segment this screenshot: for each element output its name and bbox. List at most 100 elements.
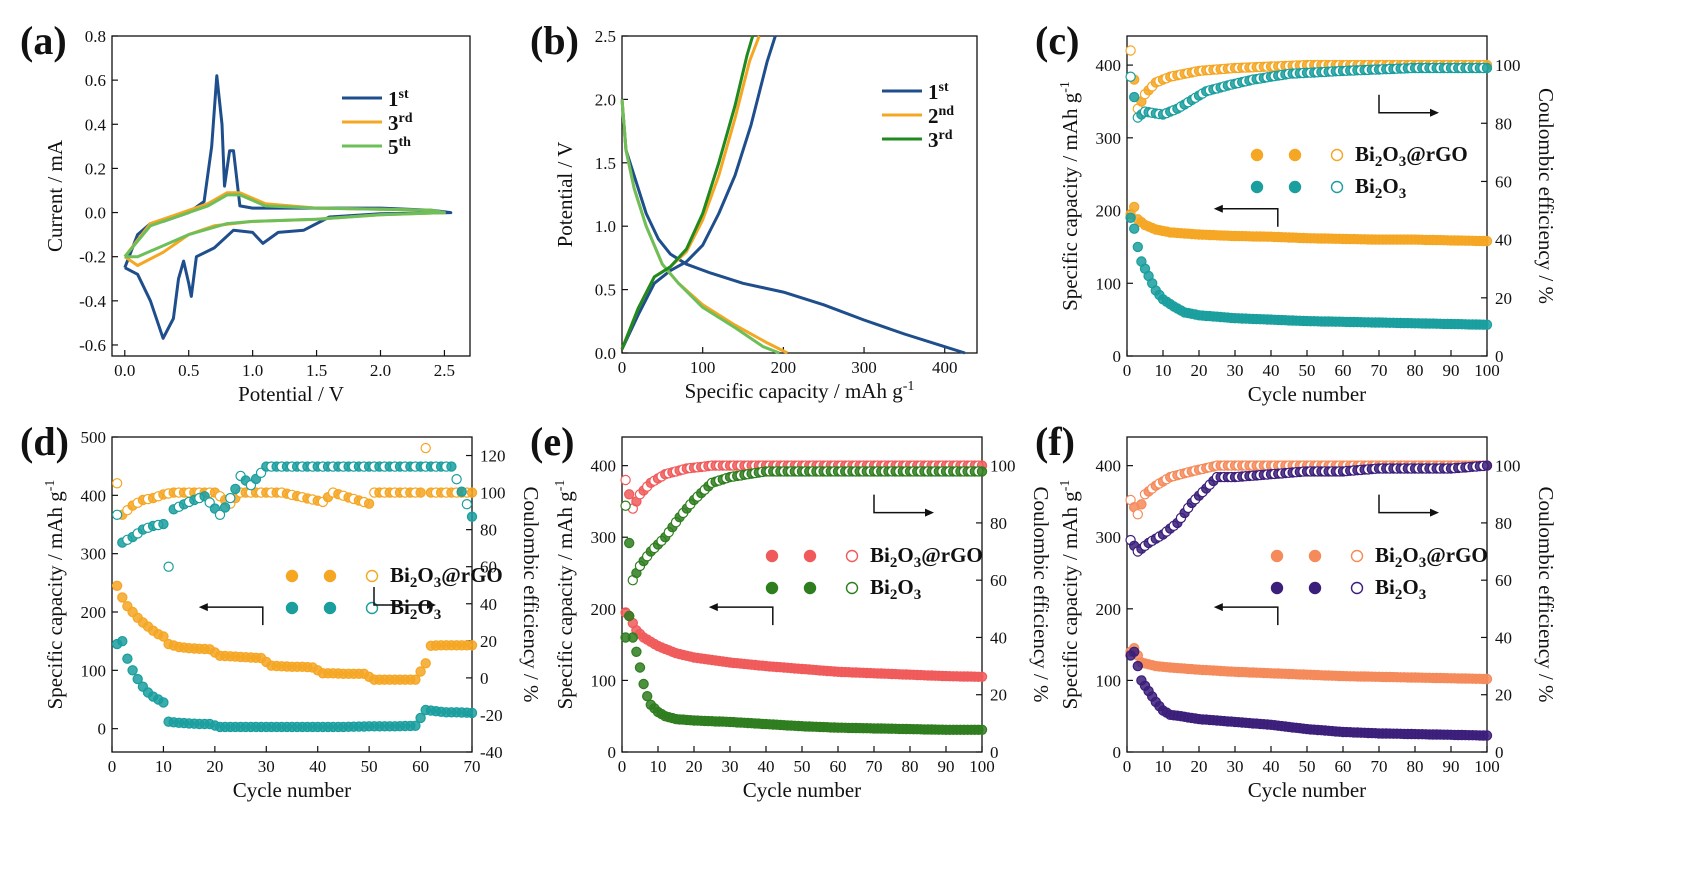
data-point — [410, 720, 421, 732]
y-tick-label: 0 — [1113, 347, 1122, 366]
y2-tick-label: 0 — [1495, 743, 1504, 762]
data-point — [225, 492, 236, 504]
legend-label-char: r — [1446, 543, 1455, 567]
y-axis-label-base: Specific capacity / mAh g — [1058, 491, 1082, 710]
legend-label-char: i — [1369, 142, 1375, 166]
y2-tick-label: 0 — [480, 669, 489, 688]
y-axis-label-sup: -1 — [1058, 480, 1073, 492]
legend-marker — [765, 549, 779, 563]
legend-marker — [765, 581, 779, 595]
legend-label-char: B — [1355, 174, 1369, 198]
data-point — [466, 511, 478, 522]
x-tick-label: 300 — [851, 358, 877, 377]
data-point — [122, 653, 133, 664]
x-tick-label: 30 — [1227, 361, 1244, 380]
arrow-left-head — [1213, 603, 1223, 612]
legend-label-char: 2 — [1395, 555, 1403, 571]
y2-tick-label: 100 — [1495, 56, 1521, 75]
arrow-right — [373, 587, 432, 606]
x-tick-label: 0.0 — [114, 361, 135, 380]
data-point — [117, 592, 128, 603]
data-point — [111, 509, 123, 520]
data-point — [410, 674, 421, 685]
y-tick-label: 0.8 — [85, 27, 106, 46]
y-tick-label: 400 — [1096, 457, 1122, 476]
plot-frame — [111, 436, 473, 753]
legend-label-char: B — [1375, 543, 1389, 567]
y-tick-label: 300 — [591, 528, 617, 547]
y-tick-label: 2.0 — [595, 90, 616, 109]
legend-label-char: B — [870, 543, 884, 567]
panel-e: 0 10 20 30 40 50 60 70 80 90 100010020030040002040… — [530, 419, 1053, 802]
y-axis-label: Specific capacity / mAh g-1 — [43, 480, 67, 710]
y2-tick-label: 20 — [1495, 686, 1512, 705]
data-point — [420, 658, 431, 669]
legend-label-char: i — [404, 595, 410, 619]
x-axis-label: Cycle number — [233, 778, 351, 802]
y2-tick-label: 40 — [480, 595, 497, 614]
x-tick-label: 2.5 — [434, 361, 455, 380]
data-point — [117, 636, 128, 647]
legend-marker — [285, 601, 299, 615]
y-axis-label-base: Specific capacity / mAh g — [1058, 92, 1082, 311]
y2-tick-label: 80 — [480, 521, 497, 540]
legend-label: Bi2O3@rGO — [870, 543, 983, 571]
legend-marker — [323, 601, 337, 615]
legend-label: 3rd — [388, 111, 413, 135]
data-point — [624, 537, 635, 549]
x-tick-label: 60 — [1335, 361, 1352, 380]
legend-label-char: 3 — [1419, 587, 1427, 603]
legend-label-char: B — [390, 563, 404, 587]
data-point — [415, 666, 426, 677]
x-axis-label: Specific capacity / mAh g-1 — [685, 379, 915, 403]
x-tick-label: 40 — [1263, 361, 1280, 380]
y-tick-label: 300 — [1096, 129, 1122, 148]
x-tick-label: 40 — [758, 757, 775, 776]
x-tick-label: 30 — [722, 757, 739, 776]
data-point — [976, 671, 988, 683]
y2-tick-label: 0 — [990, 743, 999, 762]
x-tick-label: 100 — [690, 358, 716, 377]
legend-label-char: i — [1389, 543, 1395, 567]
legend-marker — [1308, 581, 1322, 595]
y2-tick-label: -20 — [480, 706, 503, 725]
data-point — [451, 474, 462, 485]
x-tick-label: 20 — [206, 757, 223, 776]
data-point — [634, 662, 646, 673]
data-point — [363, 498, 375, 509]
legend-label-char: 3 — [914, 587, 922, 603]
data-point — [158, 697, 169, 708]
legend-label-char: O — [1382, 174, 1398, 198]
arrow-right-head — [1430, 508, 1439, 517]
data-point — [132, 673, 143, 685]
y-tick-label: -0.4 — [79, 292, 106, 311]
series-line — [123, 74, 453, 340]
legend-marker — [1288, 148, 1302, 162]
arrow-right-head — [925, 508, 934, 517]
legend-label: 1st — [928, 80, 949, 104]
legend-label-base: 3 — [928, 128, 939, 152]
x-tick-label: 0 — [618, 757, 627, 776]
legend-label-char: O — [897, 575, 913, 599]
panel-a: 0.0 0.5 1.0 1.5 2.0 2.5 -0.6 -0.4 -0.2 0.0 0.2 0.4 0… — [20, 18, 471, 406]
legend-label-char: B — [390, 595, 404, 619]
series-line — [620, 99, 780, 355]
legend-label-base: 1 — [928, 80, 939, 104]
legend-label-char: 2 — [410, 575, 418, 591]
data-point — [163, 561, 174, 572]
x-tick-label: 50 — [1299, 757, 1316, 776]
data-point — [1128, 201, 1140, 213]
arrow-right-head — [427, 601, 436, 609]
legend-label: 1st — [388, 87, 409, 111]
data-point — [627, 632, 639, 643]
legend-label-char: 2 — [890, 587, 898, 603]
data-point — [624, 610, 635, 622]
legend-marker — [1288, 180, 1302, 194]
legend-label-char: 3 — [1399, 186, 1407, 202]
y-tick-label: -0.2 — [79, 248, 106, 267]
legend-label: Bi2O3@rGO — [1355, 142, 1468, 170]
x-tick-label: 80 — [1407, 757, 1424, 776]
legend-label-char: 3 — [914, 555, 922, 571]
legend-label-sup: rd — [939, 128, 953, 143]
